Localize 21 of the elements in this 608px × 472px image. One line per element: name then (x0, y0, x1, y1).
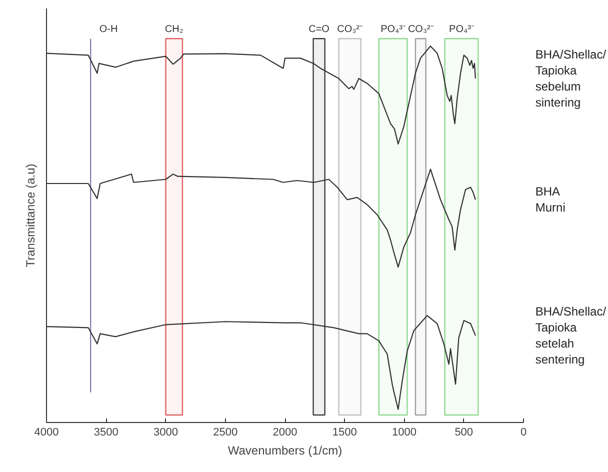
band-label: CH₂ (164, 24, 184, 35)
text: BHA/Shellac/Tapioka sebelum sintering (535, 48, 607, 110)
text: BHA Murni (535, 184, 566, 215)
band-label: CO₃²⁻ (408, 24, 434, 35)
x-tick-label: 4000 (34, 426, 59, 438)
x-tick-label: 3500 (94, 426, 118, 438)
ref-line-label: O-H (99, 24, 118, 35)
band-label: CO₃²⁻ (337, 24, 364, 35)
x-tick-label: 1000 (392, 426, 416, 438)
band-label: C=O (308, 24, 330, 35)
x-tick-label: 0 (520, 426, 527, 438)
band-label: PO₄³⁻ (380, 24, 406, 35)
x-tick-label: 2000 (272, 426, 298, 438)
x-tick-label: 1500 (332, 426, 357, 438)
x-tick-label: 2500 (213, 426, 238, 438)
x-tick-label: 3000 (154, 426, 178, 438)
x-axis-title: Wavenumbers (1/cm) (228, 444, 342, 458)
x-tick-label: 500 (454, 426, 474, 438)
y-axis-title: Transmittance (a.u) (24, 164, 38, 268)
text: BHA/Shellac/Tapioka setelah sentering (535, 304, 607, 367)
band-label: PO₄³⁻ (449, 24, 475, 35)
